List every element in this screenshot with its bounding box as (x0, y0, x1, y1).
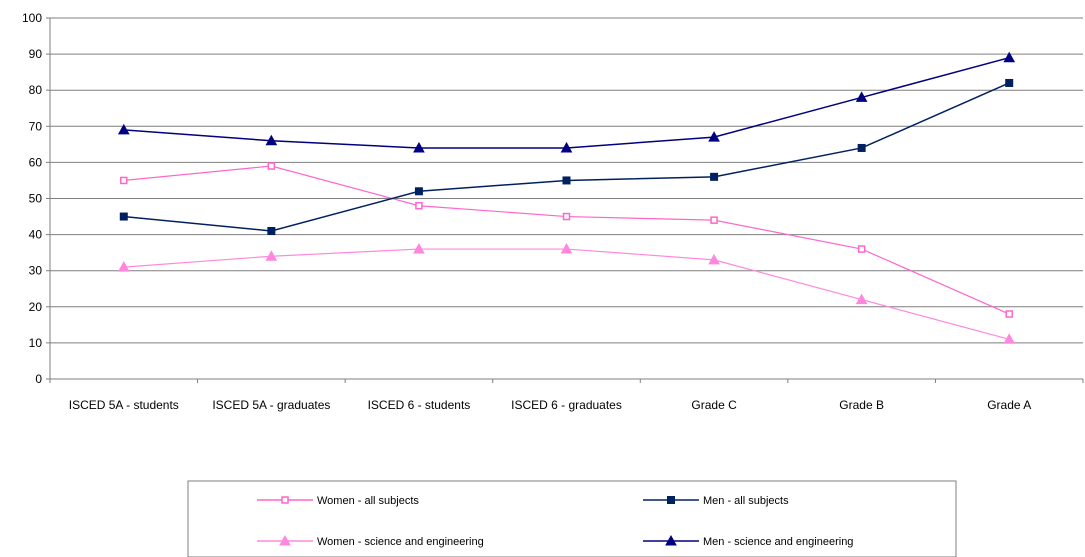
x-tick-label: ISCED 6 - graduates (511, 398, 622, 412)
data-point (279, 534, 291, 546)
y-tick-label: 60 (29, 155, 43, 169)
data-point (708, 131, 720, 142)
series-men-all-subjects (119, 78, 1014, 235)
legend-box (187, 480, 957, 557)
y-tick-label: 100 (22, 11, 42, 25)
y-tick-label: 90 (29, 47, 43, 61)
legend-label: Men - science and engineering (703, 536, 853, 548)
data-point (1005, 310, 1013, 318)
legend-label: Women - all subjects (317, 495, 419, 507)
data-point (119, 212, 128, 221)
data-point (560, 243, 573, 254)
legend-label: Men - all subjects (703, 495, 789, 507)
data-point (667, 496, 675, 504)
data-point (413, 243, 425, 254)
legend-item: Men - science and engineering (643, 534, 853, 548)
y-tick-label: 40 (29, 228, 43, 242)
data-point (1005, 78, 1014, 87)
x-tick-label: Grade C (691, 398, 737, 412)
x-tick-label: ISCED 5A - students (69, 398, 179, 412)
legend-item: Women - all subjects (257, 495, 419, 507)
legend-item: Men - all subjects (643, 495, 789, 507)
data-point (855, 293, 868, 305)
data-point (562, 176, 571, 185)
legend-item: Women - science and engineering (257, 534, 484, 548)
y-tick-label: 0 (35, 372, 42, 386)
series-line (123, 248, 1010, 340)
series-line (123, 82, 1010, 232)
series-line (123, 56, 1010, 149)
x-tick-label: Grade A (987, 398, 1031, 412)
data-point (857, 143, 866, 152)
data-point (414, 187, 423, 196)
data-point (710, 216, 718, 224)
legend-label: Women - science and engineering (317, 536, 484, 548)
data-point (267, 162, 276, 170)
y-tick-label: 80 (29, 83, 43, 97)
y-tick-label: 20 (29, 300, 43, 314)
series-layer (117, 51, 1016, 344)
axes: 0 10 20 30 40 50 60 70 80 90 100 ISCED 5A - student… (22, 11, 1084, 412)
data-point (562, 212, 571, 221)
data-point (265, 134, 278, 146)
series-men-science-and-engineering (117, 51, 1016, 153)
series-women-science-and-engineering (117, 243, 1016, 344)
data-point (120, 176, 128, 185)
data-point (415, 201, 423, 210)
data-point (265, 250, 278, 261)
x-tick-label: Grade B (839, 398, 884, 412)
grid-lines (50, 17, 1083, 344)
series-women-all-subjects (120, 162, 1013, 318)
data-point (281, 496, 289, 504)
x-tick-label: ISCED 6 - students (368, 398, 471, 412)
data-point (117, 261, 130, 272)
data-point (708, 253, 720, 265)
data-point (665, 534, 677, 546)
series-line (123, 165, 1010, 315)
legend: Women - all subjects Men - all subjects Wo… (187, 480, 957, 557)
data-point (710, 172, 719, 181)
data-point (267, 226, 276, 235)
data-point (857, 245, 866, 253)
y-tick-label: 10 (29, 336, 43, 350)
data-point (117, 123, 130, 135)
data-point (1003, 333, 1016, 344)
data-point (1003, 51, 1016, 63)
data-point (855, 91, 868, 102)
data-point (413, 141, 425, 153)
x-tick-label: ISCED 5A - graduates (212, 398, 330, 412)
y-tick-label: 30 (29, 264, 43, 278)
y-tick-label: 70 (29, 119, 43, 133)
data-point (560, 141, 573, 153)
y-tick-label: 50 (29, 192, 43, 206)
